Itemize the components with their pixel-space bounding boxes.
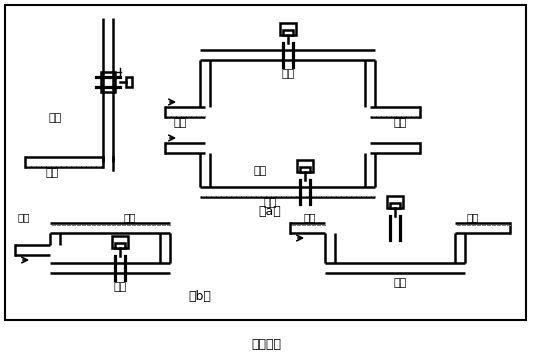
Text: 液体: 液体 xyxy=(45,168,59,178)
Text: 液体: 液体 xyxy=(393,118,407,128)
Bar xyxy=(387,196,403,208)
Bar xyxy=(101,72,115,92)
Bar xyxy=(297,160,313,172)
Bar xyxy=(283,30,293,35)
Text: 正确: 正确 xyxy=(114,282,127,292)
Text: 液体: 液体 xyxy=(173,118,187,128)
Text: 气泡: 气泡 xyxy=(467,212,479,222)
Bar xyxy=(280,23,296,35)
Text: 液体: 液体 xyxy=(263,198,277,208)
Bar xyxy=(126,77,132,87)
Text: 正确: 正确 xyxy=(49,113,62,123)
Text: 气泡: 气泡 xyxy=(304,212,316,222)
Text: （a）: （a） xyxy=(259,205,281,218)
Text: 正确: 正确 xyxy=(281,69,295,79)
Bar xyxy=(5,5,526,320)
Text: 气泡: 气泡 xyxy=(18,212,30,222)
Text: 图（四）: 图（四） xyxy=(251,339,281,352)
Text: 气泡: 气泡 xyxy=(124,212,136,222)
Bar xyxy=(115,243,125,248)
Text: （b）: （b） xyxy=(189,290,212,303)
Bar xyxy=(390,203,400,208)
Text: 错误: 错误 xyxy=(393,278,407,288)
Bar xyxy=(300,167,310,172)
Text: 错误: 错误 xyxy=(253,166,266,176)
Bar xyxy=(112,236,128,248)
